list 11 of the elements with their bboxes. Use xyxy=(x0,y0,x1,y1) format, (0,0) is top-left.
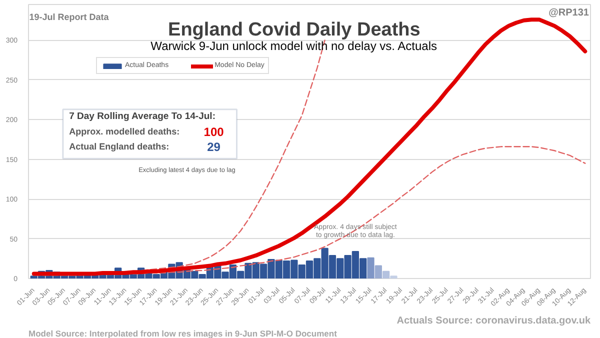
text: Model Source: Interpolated from low res images in 9-Jun SPI-M-O Document xyxy=(28,328,338,338)
text: Warwick 9-Jun unlock model with no delay vs. Actuals xyxy=(150,38,438,53)
annotation: Actual England deaths: xyxy=(69,142,170,152)
annotation: @RP131 xyxy=(548,7,590,18)
annotation: Approx. modelled deaths: xyxy=(69,126,180,137)
text: Actuals Source: coronavirus.data.gov.uk xyxy=(396,316,591,326)
annotation: 29 xyxy=(207,140,221,154)
text: England Covid Daily Deaths xyxy=(168,19,420,40)
annotation: 7 Day Rolling Average To 14-Jul: xyxy=(69,110,216,122)
annotation: 19-Jul Report Data xyxy=(29,12,110,22)
annotation: 100 xyxy=(204,125,224,140)
